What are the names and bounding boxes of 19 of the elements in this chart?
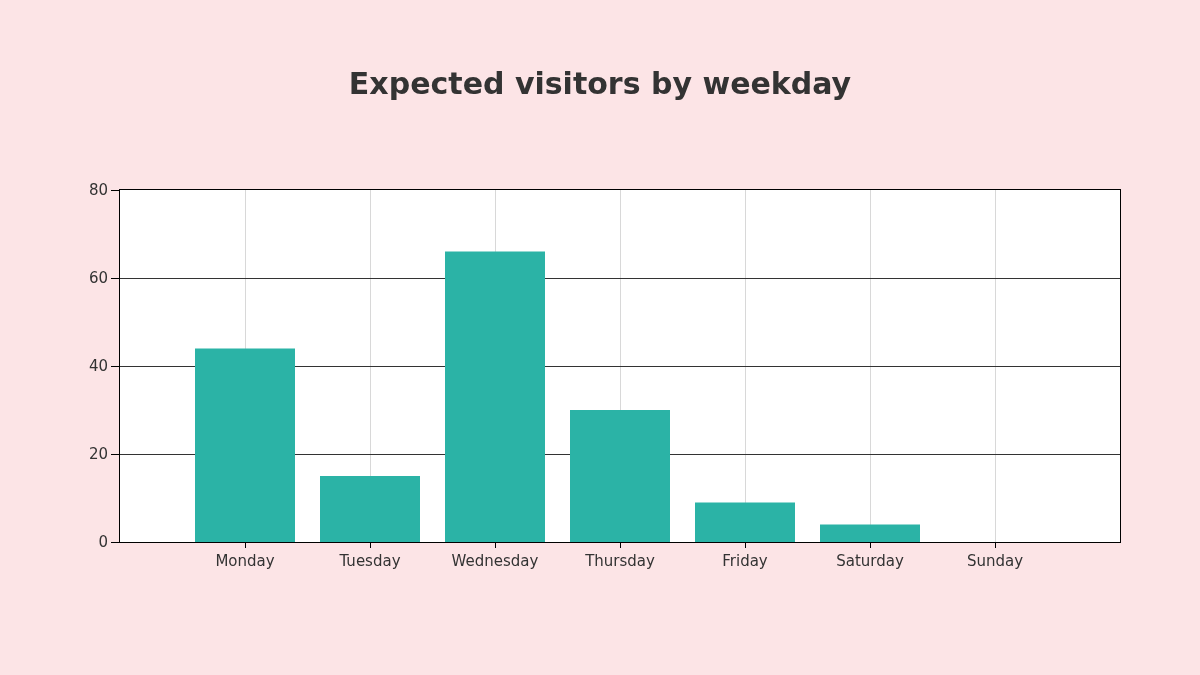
x-tick-label: Sunday — [966, 552, 1024, 570]
y-tick-label: 20 — [88, 445, 108, 464]
x-tick-label: Wednesday — [451, 552, 539, 570]
x-tick-label: Friday — [722, 552, 768, 570]
x-tick-label: Monday — [215, 552, 275, 570]
bar — [570, 410, 670, 542]
y-tick-label: 0 — [98, 533, 108, 552]
bar — [695, 502, 795, 542]
bar — [445, 251, 545, 542]
bar — [820, 524, 920, 542]
y-tick-label: 40 — [88, 357, 108, 376]
x-tick-label: Tuesday — [338, 552, 401, 570]
x-tick-label: Thursday — [584, 552, 655, 570]
y-tick-label: 60 — [88, 269, 108, 288]
x-tick-label: Saturday — [836, 552, 904, 570]
chart-title: Expected visitors by weekday — [348, 65, 852, 101]
bar — [195, 348, 295, 542]
y-tick-label: 80 — [88, 181, 108, 200]
bar — [320, 476, 420, 542]
